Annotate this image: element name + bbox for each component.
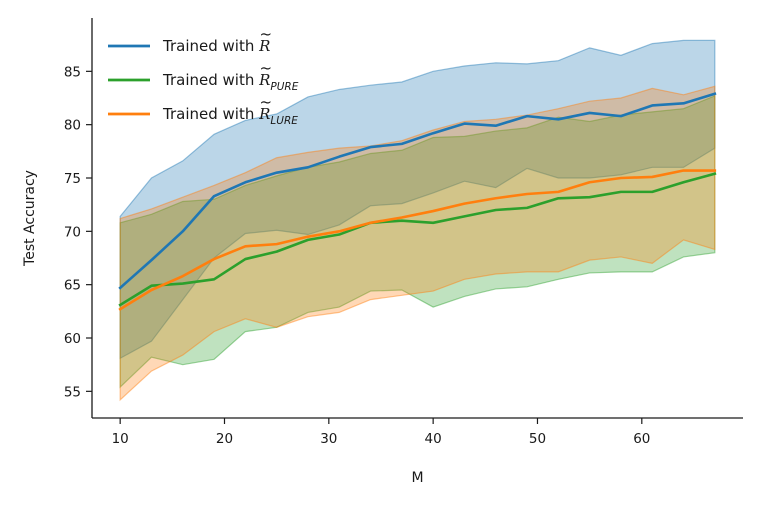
- x-axis-label: M: [411, 470, 423, 486]
- y-tick-label: 70: [64, 224, 81, 240]
- legend-subscript: LURE: [270, 115, 298, 127]
- legend-entry-2: Trained with RPURE: [162, 71, 299, 93]
- y-tick-label: 65: [64, 278, 81, 294]
- y-tick-label: 55: [64, 384, 81, 400]
- legend-tilde: ~: [259, 25, 272, 43]
- x-tick-label: 20: [216, 431, 233, 447]
- band-series-3: [119, 85, 716, 402]
- legend-prefix: Trained with: [162, 37, 259, 55]
- legend-entry-1: Trained with R: [162, 37, 270, 55]
- series-lines: [118, 92, 717, 311]
- x-tick-label: 50: [529, 431, 546, 447]
- legend-subscript: PURE: [270, 81, 298, 93]
- axes: 10 20 30 40 50 60 55 60 65 70 75 80 85 M Test Accuracy: [22, 18, 743, 486]
- line-series-2: [118, 172, 717, 307]
- y-axis-label: Test Accuracy: [22, 170, 38, 267]
- line-series-1: [118, 92, 717, 290]
- band-series-1: [119, 39, 716, 360]
- x-tick-label: 10: [112, 431, 129, 447]
- legend-prefix: Trained with: [162, 105, 259, 123]
- y-tick-label: 85: [64, 64, 81, 80]
- legend-prefix: Trained with: [162, 71, 259, 89]
- legend-tilde: ~: [259, 59, 272, 77]
- y-tick-label: 75: [64, 171, 81, 187]
- y-tick-label: 60: [64, 331, 81, 347]
- legend: Trained with R~Trained with RPURE~Traine…: [108, 25, 299, 127]
- legend-entry-3: Trained with RLURE: [162, 105, 298, 127]
- legend-symbol: R: [258, 105, 270, 123]
- legend-symbol: R: [258, 37, 270, 55]
- legend-symbol: R: [258, 71, 270, 89]
- band-series-2: [119, 94, 716, 389]
- legend-tilde: ~: [259, 93, 272, 111]
- x-tick-label: 40: [425, 431, 442, 447]
- x-tick-label: 60: [633, 431, 650, 447]
- y-tick-label: 80: [64, 118, 81, 134]
- x-tick-label: 30: [320, 431, 337, 447]
- confidence-bands: [119, 39, 716, 402]
- line-series-3: [118, 169, 717, 311]
